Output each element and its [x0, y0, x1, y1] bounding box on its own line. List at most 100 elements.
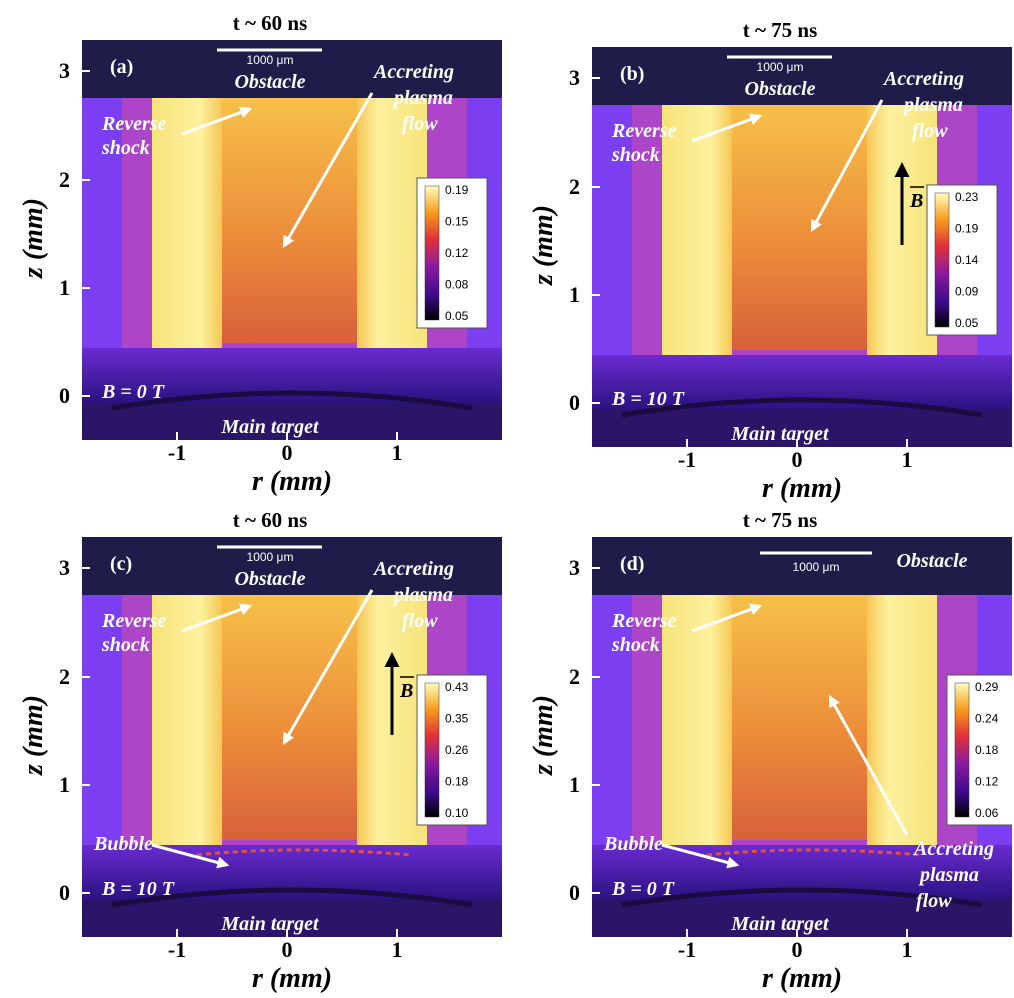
colorbar-tick-label: 0.19	[955, 222, 979, 236]
time-label: t ~ 60 ns	[233, 508, 308, 532]
panel-b: 1000 μm (b) Obstacle Reverse shock Accre…	[528, 18, 1012, 504]
reverse-shock-label-2: shock	[101, 634, 150, 656]
accreting-label-3: flow	[402, 610, 438, 632]
x-axis-label: r (mm)	[762, 473, 842, 504]
panel-c: 1000 μm (c) Obstacle Reverse shock Accre…	[18, 508, 502, 994]
colorbar-gradient	[424, 185, 440, 321]
accreting-label: Accreting	[372, 61, 454, 83]
obstacle-label: Obstacle	[896, 550, 967, 572]
field-label: B = 10 T	[101, 878, 175, 900]
x-axis-label: r (mm)	[252, 466, 332, 497]
colorbar-tick-label: 0.23	[955, 190, 979, 204]
colorbar-tick-label: 0.24	[975, 712, 999, 726]
scale-bar-label: 1000 μm	[757, 60, 804, 74]
bubble-front	[196, 848, 413, 857]
field-label: B = 10 T	[611, 388, 685, 410]
reverse-shock-arrow	[181, 106, 253, 136]
x-tick-label: 1	[902, 937, 913, 962]
obstacle-label: Obstacle	[744, 78, 815, 100]
x-tick-label: 0	[792, 937, 803, 962]
obstacle-region	[592, 537, 1012, 595]
colorbar-gradient	[934, 192, 950, 328]
accreting-label: Accreting	[912, 838, 994, 860]
accreting-flow-arrow	[282, 589, 374, 746]
left-reverse-shock-region	[152, 590, 222, 845]
y-axis-label: z (mm)	[528, 695, 559, 776]
main-target-label: Main target	[220, 913, 320, 935]
reverse-shock-label-2: shock	[101, 137, 150, 159]
bubble-front	[706, 848, 923, 857]
x-axis-label: r (mm)	[762, 963, 842, 994]
main-target-label: Main target	[730, 423, 830, 445]
colorbar-tick-label: 0.35	[445, 712, 469, 726]
left-reverse-shock-region	[152, 93, 222, 348]
colorbar: 0.23 0.19 0.14 0.09 0.05	[926, 184, 998, 336]
y-axis-label: z (mm)	[18, 198, 49, 279]
x-axis-label: r (mm)	[252, 963, 332, 994]
colorbar-tick-label: 0.26	[445, 743, 469, 757]
target-edge	[111, 390, 473, 411]
accreting-label-2: plasma	[392, 87, 453, 109]
x-tick-label: 1	[902, 447, 913, 472]
main-target-region	[592, 410, 1012, 447]
accreting-label-3: flow	[916, 890, 952, 912]
panel-letter: (d)	[620, 553, 644, 575]
colorbar-tick-label: 0.05	[955, 316, 979, 330]
y-tick-label: 3	[59, 555, 70, 580]
y-tick-label: 1	[59, 772, 70, 797]
y-tick-label: 0	[59, 880, 70, 905]
y-ticks: 3 2 1 0	[59, 555, 90, 905]
y-tick-label: 0	[569, 880, 580, 905]
colorbar: 0.29 0.24 0.18 0.12 0.06	[946, 674, 1012, 826]
y-tick-label: 3	[59, 58, 70, 83]
left-reverse-shock-region	[662, 590, 732, 845]
accreting-label-3: flow	[912, 120, 948, 142]
x-tick-label: 1	[392, 937, 403, 962]
colorbar-tick-label: 0.12	[975, 775, 999, 789]
x-tick-label: 0	[282, 440, 293, 465]
colorbar-gradient	[424, 682, 440, 818]
reverse-shock-label: Reverse	[101, 610, 167, 632]
y-axis-label: z (mm)	[528, 205, 559, 286]
b-field-symbol: B	[399, 680, 413, 702]
obstacle-label: Obstacle	[234, 568, 305, 590]
accreting-label-3: flow	[402, 113, 438, 135]
scale-bar-label: 1000 μm	[793, 560, 840, 574]
colorbar: 0.43 0.35 0.26 0.18 0.10	[416, 674, 488, 826]
x-ticks: -1 0 1	[168, 929, 403, 962]
panel-letter: (a)	[110, 56, 133, 78]
y-tick-label: 1	[59, 275, 70, 300]
x-ticks: -1 0 1	[678, 929, 913, 962]
colorbar-tick-label: 0.43	[445, 680, 469, 694]
target-edge	[111, 887, 473, 908]
x-tick-label: 0	[792, 447, 803, 472]
main-target-label: Main target	[730, 913, 830, 935]
right-reverse-shock-region	[357, 93, 427, 348]
b-field-arrow: B	[384, 652, 414, 735]
accreting-label: Accreting	[372, 558, 454, 580]
colorbar-tick-label: 0.08	[445, 278, 469, 292]
colorbar-tick-label: 0.06	[975, 806, 999, 820]
accreting-label: Accreting	[882, 68, 964, 90]
time-label: t ~ 75 ns	[743, 18, 818, 42]
colorbar: 0.19 0.15 0.12 0.08 0.05	[416, 177, 488, 329]
reverse-shock-label: Reverse	[611, 610, 677, 632]
main-target-region	[592, 900, 1012, 937]
panel-letter: (b)	[620, 63, 644, 85]
b-field-symbol: B	[909, 190, 923, 212]
reverse-shock-label: Reverse	[611, 120, 677, 142]
x-ticks: -1 0 1	[678, 439, 913, 472]
colorbar-tick-label: 0.18	[975, 743, 999, 757]
accreting-flow-arrow	[828, 694, 909, 836]
panel-letter: (c)	[110, 553, 132, 575]
reverse-shock-arrow	[691, 113, 763, 143]
colorbar-tick-label: 0.29	[975, 680, 999, 694]
accreting-flow-arrow	[282, 92, 374, 249]
scale-bar-label: 1000 μm	[247, 53, 294, 67]
time-label: t ~ 60 ns	[233, 11, 308, 35]
scale-bar-label: 1000 μm	[247, 550, 294, 564]
y-tick-label: 3	[569, 65, 580, 90]
field-label: B = 0 T	[101, 381, 165, 403]
target-edge	[621, 887, 983, 908]
x-tick-label: 0	[282, 937, 293, 962]
